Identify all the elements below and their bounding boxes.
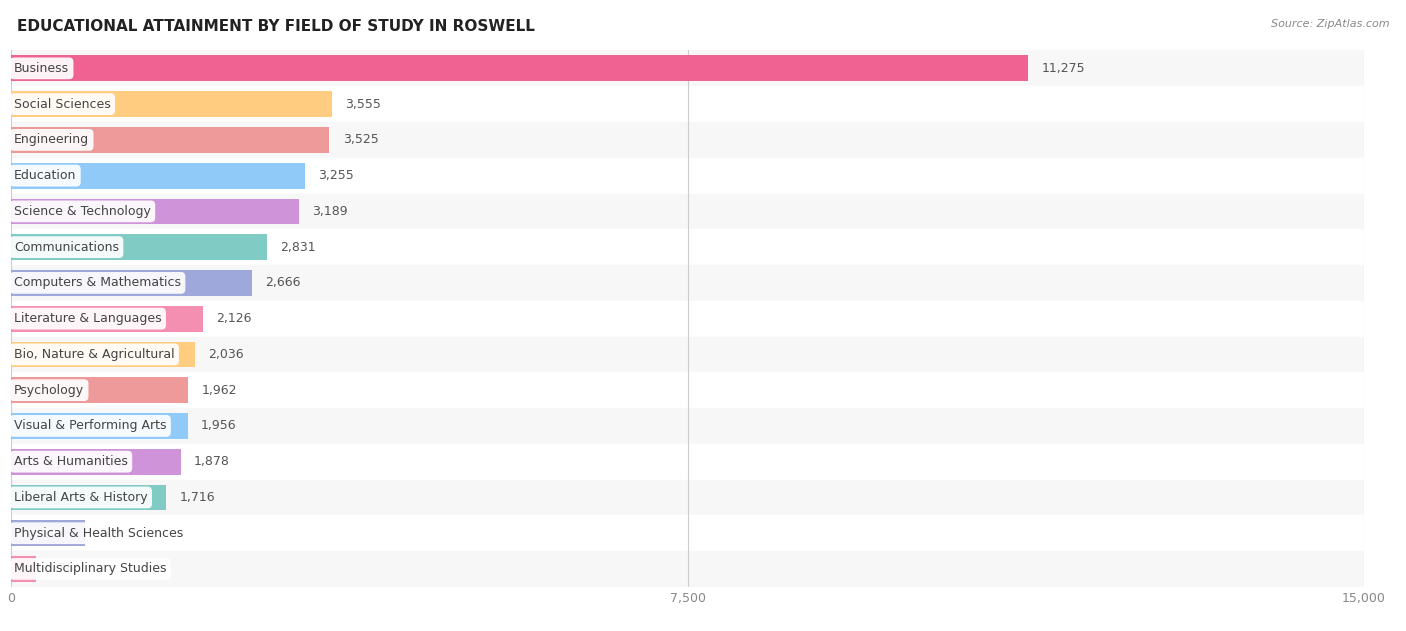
Text: 1,716: 1,716 xyxy=(180,491,215,504)
Text: 1,962: 1,962 xyxy=(201,384,238,397)
Text: 819: 819 xyxy=(98,527,122,540)
Bar xyxy=(11,86,1364,122)
Bar xyxy=(11,265,1364,301)
Bar xyxy=(11,127,329,153)
Bar xyxy=(11,480,1364,516)
Bar xyxy=(11,485,166,510)
Bar xyxy=(11,521,86,546)
Bar xyxy=(11,306,202,331)
Text: Literature & Languages: Literature & Languages xyxy=(14,312,162,325)
Text: Visual & Performing Arts: Visual & Performing Arts xyxy=(14,420,166,432)
Text: Source: ZipAtlas.com: Source: ZipAtlas.com xyxy=(1271,19,1389,29)
Text: Psychology: Psychology xyxy=(14,384,84,397)
Bar xyxy=(11,56,1028,81)
Text: 3,255: 3,255 xyxy=(318,169,354,182)
Bar xyxy=(11,444,1364,480)
Bar xyxy=(11,50,1364,86)
Bar xyxy=(11,377,188,403)
Bar xyxy=(11,270,252,296)
Text: Computers & Mathematics: Computers & Mathematics xyxy=(14,276,181,290)
Bar xyxy=(11,408,1364,444)
Text: Social Sciences: Social Sciences xyxy=(14,98,111,110)
Bar xyxy=(11,413,187,439)
Text: Liberal Arts & History: Liberal Arts & History xyxy=(14,491,148,504)
Bar xyxy=(11,194,1364,229)
Bar xyxy=(11,341,195,367)
Bar xyxy=(11,301,1364,336)
Text: Business: Business xyxy=(14,62,69,75)
Bar xyxy=(11,158,1364,194)
Bar xyxy=(11,229,1364,265)
Bar xyxy=(11,516,1364,551)
Bar xyxy=(11,91,332,117)
Text: 2,126: 2,126 xyxy=(217,312,252,325)
Bar xyxy=(11,449,180,475)
Text: 276: 276 xyxy=(49,562,73,575)
Text: 2,666: 2,666 xyxy=(266,276,301,290)
Text: 1,878: 1,878 xyxy=(194,455,231,468)
Text: Education: Education xyxy=(14,169,76,182)
Text: 3,189: 3,189 xyxy=(312,205,347,218)
Bar xyxy=(11,372,1364,408)
Bar xyxy=(11,199,299,224)
Bar xyxy=(11,234,267,260)
Text: 1,956: 1,956 xyxy=(201,420,236,432)
Text: Multidisciplinary Studies: Multidisciplinary Studies xyxy=(14,562,166,575)
Text: 2,831: 2,831 xyxy=(280,240,316,254)
Text: 2,036: 2,036 xyxy=(208,348,245,361)
Text: Bio, Nature & Agricultural: Bio, Nature & Agricultural xyxy=(14,348,174,361)
Text: 11,275: 11,275 xyxy=(1042,62,1085,75)
Text: 3,525: 3,525 xyxy=(343,133,378,146)
Text: 3,555: 3,555 xyxy=(346,98,381,110)
Bar xyxy=(11,336,1364,372)
Text: Science & Technology: Science & Technology xyxy=(14,205,150,218)
Text: Communications: Communications xyxy=(14,240,120,254)
Bar xyxy=(11,556,37,582)
Bar xyxy=(11,163,305,189)
Text: Arts & Humanities: Arts & Humanities xyxy=(14,455,128,468)
Text: Engineering: Engineering xyxy=(14,133,89,146)
Bar xyxy=(11,551,1364,587)
Bar xyxy=(11,122,1364,158)
Text: Physical & Health Sciences: Physical & Health Sciences xyxy=(14,527,183,540)
Text: EDUCATIONAL ATTAINMENT BY FIELD OF STUDY IN ROSWELL: EDUCATIONAL ATTAINMENT BY FIELD OF STUDY… xyxy=(17,19,534,34)
